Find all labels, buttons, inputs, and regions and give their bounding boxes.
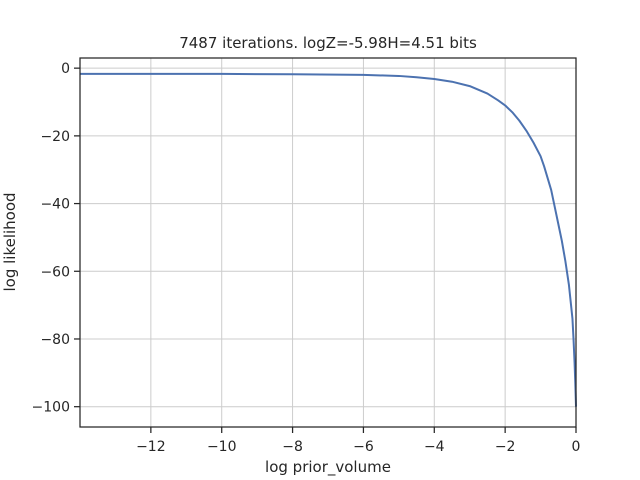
x-tick-label: 0 xyxy=(572,439,581,455)
y-axis: 0 −20 −40 −60 −80 −100 xyxy=(32,61,80,416)
y-tick-label: −20 xyxy=(40,129,70,145)
x-tick-label: −8 xyxy=(282,439,303,455)
x-tick-label: −4 xyxy=(424,439,445,455)
y-tick-label: 0 xyxy=(61,61,70,77)
chart-title: 7487 iterations. logZ=-5.98H=4.51 bits xyxy=(179,34,477,52)
y-tick-label: −60 xyxy=(40,264,70,280)
x-tick-label: −6 xyxy=(353,439,374,455)
series-group xyxy=(80,72,577,407)
x-axis-label: log prior_volume xyxy=(265,458,391,477)
grid xyxy=(80,58,577,427)
x-tick-label: −12 xyxy=(136,439,166,455)
x-tick-label: −2 xyxy=(495,439,516,455)
x-tick-label: −10 xyxy=(207,439,237,455)
y-tick-label: −40 xyxy=(40,197,70,213)
series-line xyxy=(80,72,577,407)
plot-frame xyxy=(79,57,577,428)
y-tick-label: −100 xyxy=(32,400,70,416)
x-axis: −12 −10 −8 −6 −4 −2 0 xyxy=(136,427,580,455)
y-axis-label: log likelihood xyxy=(1,192,19,291)
y-tick-label: −80 xyxy=(40,332,70,348)
